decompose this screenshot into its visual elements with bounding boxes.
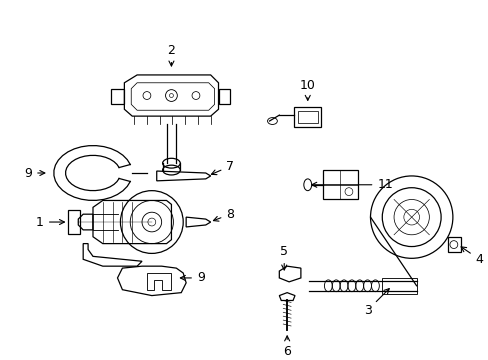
Text: 9: 9 [180,271,204,284]
Text: 1: 1 [36,216,64,229]
Text: 2: 2 [167,44,175,66]
Text: 10: 10 [299,79,315,100]
Text: 11: 11 [311,178,392,191]
Text: 4: 4 [460,247,482,266]
Text: 6: 6 [283,336,290,358]
Text: 5: 5 [280,245,287,270]
Text: 3: 3 [363,289,388,317]
Text: 7: 7 [211,159,234,175]
Text: 9: 9 [24,167,45,180]
Text: 8: 8 [213,208,234,221]
